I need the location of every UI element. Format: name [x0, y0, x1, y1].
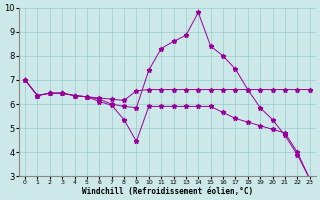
X-axis label: Windchill (Refroidissement éolien,°C): Windchill (Refroidissement éolien,°C): [82, 187, 253, 196]
